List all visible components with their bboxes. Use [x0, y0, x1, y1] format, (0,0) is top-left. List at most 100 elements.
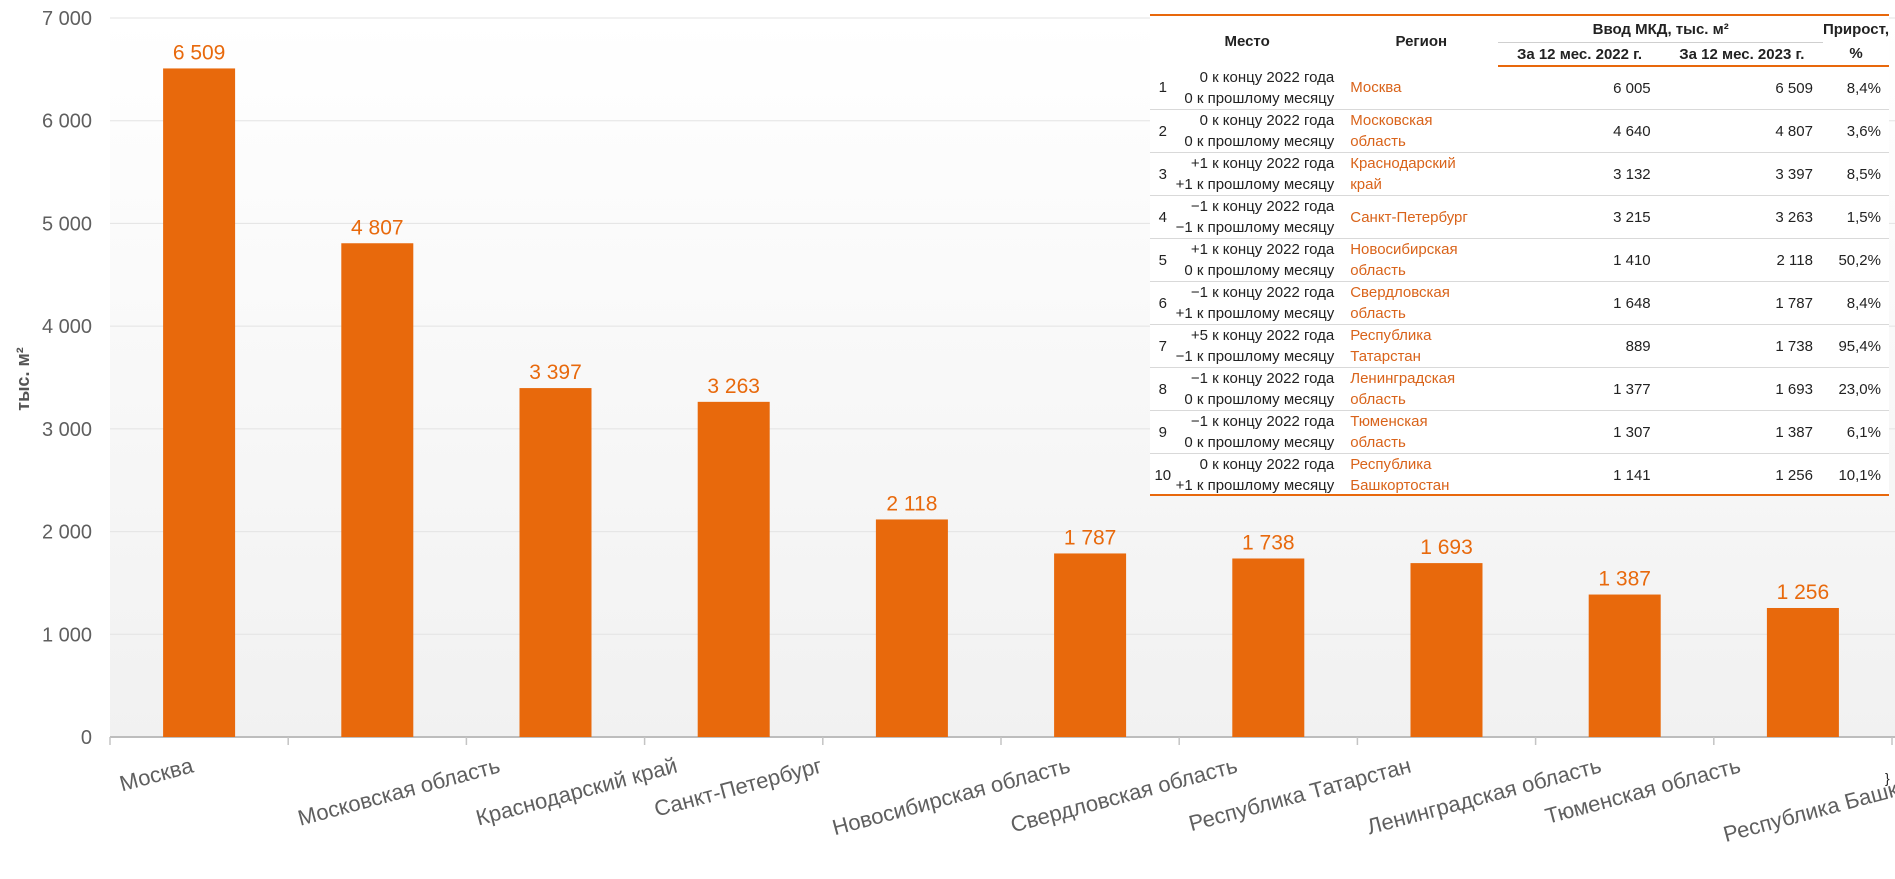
ranking-table-body: 1 0 к концу 2022 года 0 к прошлому месяцу М…: [1150, 66, 1889, 496]
bar: [1232, 558, 1305, 737]
value-2022-cell: 1 141: [1613, 466, 1651, 484]
region-link-line2[interactable]: область: [1350, 305, 1406, 322]
change-vs-prev-month: 0 к прошлому месяцу: [1184, 133, 1335, 150]
region-link-line1[interactable]: Краснодарский: [1350, 155, 1456, 172]
table-row: 9 −1 к концу 2022 года 0 к прошлому месяцу…: [1150, 410, 1889, 454]
change-vs-year-end: +5 к концу 2022 года: [1190, 327, 1335, 344]
y-tick-label: 4 000: [42, 316, 92, 338]
region-link-line1[interactable]: Московская: [1350, 112, 1433, 129]
change-vs-year-end: +1 к концу 2022 года: [1190, 241, 1335, 258]
region-cell[interactable]: Москва: [1344, 66, 1499, 110]
region-link-line2[interactable]: область: [1350, 391, 1406, 408]
rank-change-cell: −1 к концу 2022 года +1 к прошлому месяцу: [1175, 281, 1345, 325]
table-row: 7 +5 к концу 2022 года −1 к прошлому месяц…: [1150, 324, 1889, 368]
edge-glyph: }: [1885, 770, 1890, 786]
rank-cell: 3: [1150, 152, 1176, 196]
region-link-line2[interactable]: Башкортостан: [1350, 477, 1450, 494]
data-label: 1 693: [1420, 536, 1473, 559]
region-cell[interactable]: Тюменская область: [1344, 410, 1499, 454]
change-vs-prev-month: 0 к прошлому месяцу: [1184, 391, 1335, 408]
growth-cell: 8,4%: [1822, 66, 1889, 110]
rank-change-cell: −1 к концу 2022 года −1 к прошлому месяцу: [1175, 195, 1345, 239]
growth-cell: 8,5%: [1822, 152, 1889, 196]
value-2022-cell: 1 377: [1498, 367, 1661, 411]
region-cell[interactable]: Санкт-Петербург: [1344, 195, 1499, 239]
region-link-line1[interactable]: Санкт-Петербург: [1350, 208, 1468, 226]
header-2023: За 12 мес. 2023 г.: [1660, 42, 1823, 67]
growth-cell: 23,0%: [1822, 367, 1889, 411]
region-cell[interactable]: Республика Башкортостан: [1344, 454, 1498, 497]
growth-cell: 50,2%: [1822, 238, 1889, 282]
x-tick-label: Москва: [117, 752, 197, 796]
x-tick-label: Краснодарский край: [473, 753, 680, 831]
region-link-line1[interactable]: Тюменская: [1350, 413, 1428, 430]
region-link-line2[interactable]: Татарстан: [1350, 348, 1421, 365]
bar: [1588, 594, 1661, 737]
region-link-line1[interactable]: Свердловская: [1350, 284, 1450, 301]
change-vs-year-end: −1 к концу 2022 года: [1190, 370, 1335, 387]
bar: [1054, 553, 1127, 737]
rank-cell: 7: [1150, 324, 1176, 368]
value-2022-cell: 3 215: [1498, 195, 1661, 239]
rank-cell: 6: [1150, 281, 1176, 325]
table-row: 2 0 к концу 2022 года 0 к прошлому месяцу М…: [1150, 109, 1889, 153]
bar: [1410, 563, 1483, 737]
rank-cell: 8: [1150, 367, 1176, 411]
rank-cell: 5: [1150, 238, 1176, 282]
y-axis: 0 1 000 2 000 3 000 4 000 5 000 6 000 7 000: [42, 8, 92, 749]
bar: [1766, 607, 1839, 737]
rank-change-cell: +5 к концу 2022 года −1 к прошлому месяцу: [1175, 324, 1345, 368]
table-row: 6 −1 к концу 2022 года +1 к прошлому месяц…: [1150, 281, 1889, 325]
region-cell[interactable]: Свердловская область: [1344, 281, 1499, 325]
region-cell[interactable]: Ленинградская область: [1344, 367, 1499, 411]
change-vs-year-end: −1 к концу 2022 года: [1190, 198, 1335, 215]
region-link-line1[interactable]: Ленинградская: [1350, 370, 1456, 387]
ranking-table-panel: Место Регион Ввод МКД, тыс. м² Прирост, …: [1150, 14, 1889, 496]
rank-change-cell: 0 к концу 2022 года 0 к прошлому месяцу: [1175, 109, 1345, 153]
y-tick-label: 7 000: [42, 8, 92, 30]
y-tick-label: 3 000: [42, 419, 92, 441]
value-2023-cell: 1 693: [1660, 367, 1823, 411]
rank-cell: 4: [1150, 195, 1176, 239]
y-tick-label: 0: [81, 727, 92, 749]
region-cell[interactable]: Новосибирская область: [1344, 238, 1499, 282]
region-link-line1[interactable]: Москва: [1350, 79, 1402, 96]
region-cell[interactable]: Московская область: [1344, 109, 1499, 153]
data-label: 3 397: [529, 361, 582, 384]
bar: [875, 519, 948, 737]
rank-change-cell: +1 к концу 2022 года +1 к прошлому месяцу: [1175, 152, 1345, 196]
region-cell[interactable]: Республика Татарстан: [1344, 324, 1499, 368]
data-label: 1 387: [1598, 568, 1651, 591]
region-link-line1[interactable]: Республика: [1350, 327, 1432, 344]
value-2023-cell: 1 787: [1660, 281, 1823, 325]
bar: [163, 68, 236, 737]
region-cell[interactable]: Краснодарский край: [1344, 152, 1499, 196]
header-group: Ввод МКД, тыс. м²: [1498, 16, 1823, 43]
growth-cell: 1,5%: [1822, 195, 1889, 239]
value-2022-cell: 6 005: [1498, 66, 1661, 110]
data-label: 1 787: [1064, 526, 1117, 549]
value-2023-cell: 1 738: [1660, 324, 1823, 368]
table-row: 3 +1 к концу 2022 года +1 к прошлому месяц…: [1150, 152, 1889, 196]
change-vs-prev-month: 0 к прошлому месяцу: [1184, 89, 1335, 107]
header-growth-unit: %: [1822, 42, 1889, 67]
data-label: 3 263: [707, 375, 760, 398]
rank-change-cell: +1 к концу 2022 года 0 к прошлому месяцу: [1175, 238, 1345, 282]
growth-cell: 8,4%: [1822, 281, 1889, 325]
header-place: Место: [1150, 16, 1345, 66]
region-link-line2[interactable]: область: [1350, 133, 1406, 150]
change-vs-prev-month: +1 к прошлому месяцу: [1175, 305, 1335, 322]
y-axis-label: тыс. м²: [13, 347, 33, 411]
value-2023-cell: 2 118: [1660, 238, 1823, 282]
region-link-line2[interactable]: область: [1350, 262, 1406, 279]
data-label: 2 118: [886, 492, 937, 515]
region-link-line2[interactable]: край: [1350, 176, 1382, 193]
rank-change-cell: 0 к концу 2022 года 0 к прошлому месяцу: [1175, 66, 1345, 110]
region-link-line2[interactable]: область: [1350, 434, 1406, 451]
change-vs-year-end: 0 к концу 2022 года: [1199, 68, 1335, 86]
change-vs-prev-month: +1 к прошлому месяцу: [1175, 477, 1335, 494]
region-link-line1[interactable]: Республика: [1350, 456, 1432, 473]
region-link-line1[interactable]: Новосибирская: [1350, 241, 1458, 258]
